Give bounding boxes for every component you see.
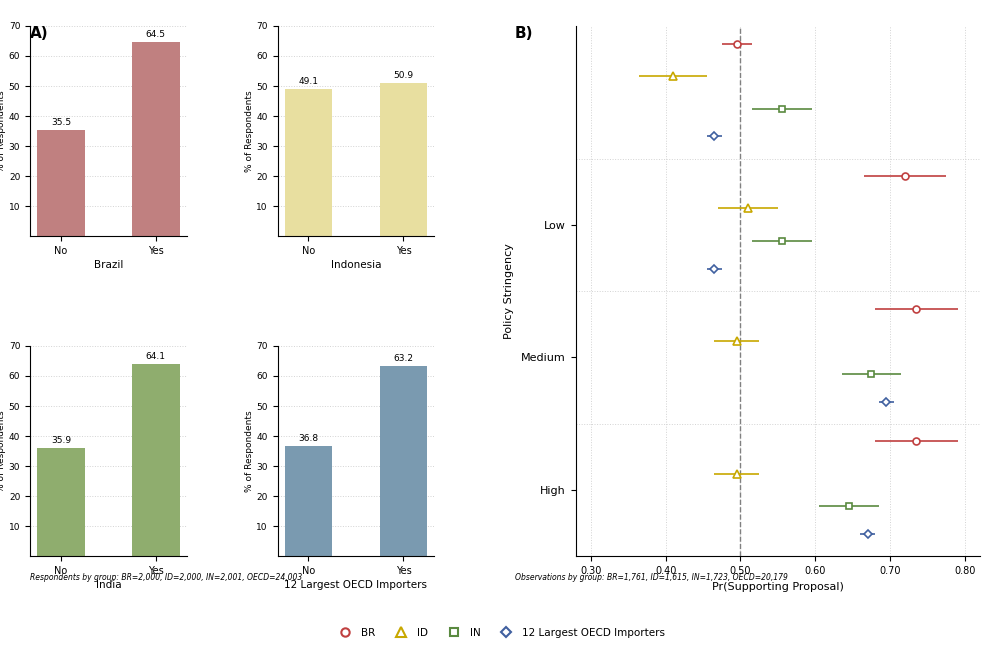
X-axis label: Pr(Supporting Proposal): Pr(Supporting Proposal) [712, 582, 844, 592]
Legend: BR, ID, IN, 12 Largest OECD Importers: BR, ID, IN, 12 Largest OECD Importers [331, 624, 669, 642]
Text: 49.1: 49.1 [298, 77, 318, 86]
Bar [37, 129, 85, 236]
Text: 35.9: 35.9 [51, 437, 71, 445]
Text: B): B) [515, 26, 534, 41]
Bar [132, 364, 180, 556]
Y-axis label: % of Respondents: % of Respondents [0, 410, 6, 492]
Bar [132, 43, 180, 236]
Text: 64.5: 64.5 [146, 30, 166, 39]
Text: 63.2: 63.2 [393, 355, 413, 364]
X-axis label: Indonesia: Indonesia [331, 260, 381, 270]
Bar [285, 89, 332, 236]
Text: 35.5: 35.5 [51, 118, 71, 127]
Y-axis label: % of Respondents: % of Respondents [0, 91, 6, 172]
Bar [380, 366, 427, 556]
Bar [380, 83, 427, 236]
Bar [37, 448, 85, 556]
Text: 36.8: 36.8 [298, 433, 318, 443]
Y-axis label: % of Respondents: % of Respondents [245, 91, 254, 172]
X-axis label: Brazil: Brazil [94, 260, 123, 270]
X-axis label: India: India [96, 580, 121, 590]
Text: Observations by group: BR=1,761, ID=1,615, IN=1,723, OECD=20,179: Observations by group: BR=1,761, ID=1,61… [515, 573, 788, 582]
Y-axis label: Policy Stringency: Policy Stringency [504, 243, 514, 339]
Bar [285, 446, 332, 556]
Text: 64.1: 64.1 [146, 351, 166, 360]
X-axis label: 12 Largest OECD Importers: 12 Largest OECD Importers [284, 580, 427, 590]
Y-axis label: % of Respondents: % of Respondents [245, 410, 254, 492]
Text: 50.9: 50.9 [393, 71, 413, 80]
Text: Respondents by group: BR=2,000, ID=2,000, IN=2,001, OECD=24,003: Respondents by group: BR=2,000, ID=2,000… [30, 573, 302, 582]
Text: A): A) [30, 26, 49, 41]
